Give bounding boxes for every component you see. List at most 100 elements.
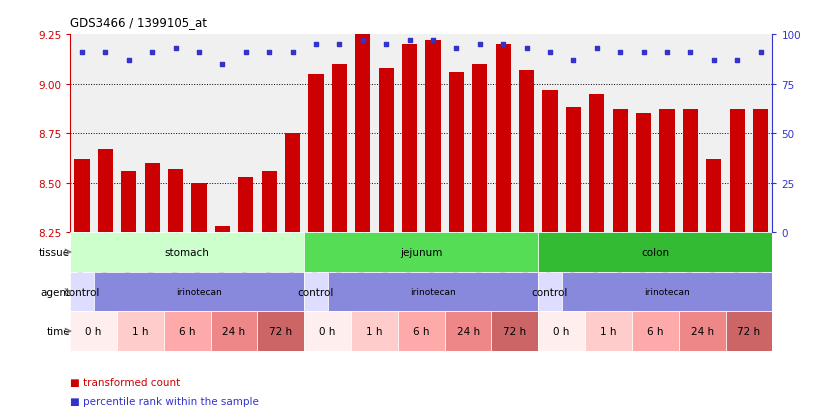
Text: irinotecan: irinotecan bbox=[644, 287, 690, 296]
Text: ■ transformed count: ■ transformed count bbox=[70, 377, 180, 387]
Text: 1 h: 1 h bbox=[132, 326, 149, 336]
Text: 72 h: 72 h bbox=[269, 326, 292, 336]
Point bbox=[590, 45, 603, 52]
Text: control: control bbox=[532, 287, 568, 297]
Text: time: time bbox=[46, 326, 70, 336]
Bar bbox=[491, 311, 539, 351]
Text: ■ percentile rank within the sample: ■ percentile rank within the sample bbox=[70, 396, 259, 406]
Bar bbox=[70, 233, 304, 272]
Point bbox=[684, 50, 697, 56]
Bar bbox=[211, 311, 258, 351]
Point bbox=[216, 62, 229, 68]
Bar bbox=[539, 311, 585, 351]
Text: 72 h: 72 h bbox=[503, 326, 526, 336]
Point bbox=[309, 42, 322, 48]
Text: GDS3466 / 1399105_at: GDS3466 / 1399105_at bbox=[70, 16, 207, 29]
Point bbox=[660, 50, 673, 56]
Point bbox=[99, 50, 112, 56]
Bar bbox=[70, 272, 93, 311]
Bar bbox=[285, 134, 300, 233]
Bar bbox=[304, 272, 328, 311]
Bar bbox=[351, 311, 398, 351]
Text: 24 h: 24 h bbox=[222, 326, 245, 336]
Bar bbox=[258, 311, 304, 351]
Bar bbox=[449, 73, 464, 233]
Point bbox=[75, 50, 88, 56]
Bar bbox=[398, 311, 444, 351]
Bar bbox=[332, 65, 347, 233]
Point bbox=[544, 50, 557, 56]
Point bbox=[263, 50, 276, 56]
Text: 1 h: 1 h bbox=[366, 326, 382, 336]
Point bbox=[192, 50, 206, 56]
Bar bbox=[539, 272, 562, 311]
Point bbox=[730, 57, 743, 64]
Bar bbox=[97, 150, 113, 233]
Text: control: control bbox=[64, 287, 100, 297]
Point bbox=[333, 42, 346, 48]
Text: 1 h: 1 h bbox=[601, 326, 617, 336]
Bar bbox=[145, 164, 159, 233]
Text: 0 h: 0 h bbox=[320, 326, 336, 336]
Bar bbox=[262, 171, 277, 233]
Bar bbox=[566, 108, 581, 233]
Bar bbox=[355, 29, 370, 233]
Bar bbox=[304, 311, 351, 351]
Bar bbox=[121, 171, 136, 233]
Bar bbox=[378, 69, 394, 233]
Text: 6 h: 6 h bbox=[413, 326, 430, 336]
Point bbox=[754, 50, 767, 56]
Text: stomach: stomach bbox=[165, 247, 210, 257]
Text: colon: colon bbox=[641, 247, 669, 257]
Text: 6 h: 6 h bbox=[647, 326, 663, 336]
Point bbox=[145, 50, 159, 56]
Bar bbox=[753, 110, 768, 233]
Text: jejunum: jejunum bbox=[400, 247, 443, 257]
Bar bbox=[117, 311, 164, 351]
Text: 24 h: 24 h bbox=[691, 326, 714, 336]
Bar bbox=[539, 233, 772, 272]
Bar bbox=[585, 311, 632, 351]
Point bbox=[637, 50, 650, 56]
Bar bbox=[425, 41, 440, 233]
Point bbox=[496, 42, 510, 48]
Bar bbox=[74, 159, 89, 233]
Point bbox=[473, 42, 487, 48]
Point bbox=[614, 50, 627, 56]
Point bbox=[356, 38, 369, 44]
Text: 0 h: 0 h bbox=[85, 326, 102, 336]
Bar bbox=[308, 75, 324, 233]
Bar bbox=[589, 94, 605, 233]
Point bbox=[426, 38, 439, 44]
Bar bbox=[613, 110, 628, 233]
Point bbox=[403, 38, 416, 44]
Point bbox=[449, 45, 463, 52]
Point bbox=[240, 50, 253, 56]
Bar bbox=[725, 311, 772, 351]
Bar bbox=[543, 90, 558, 233]
Bar bbox=[562, 272, 772, 311]
Text: irinotecan: irinotecan bbox=[410, 287, 456, 296]
Bar bbox=[93, 272, 304, 311]
Bar bbox=[215, 227, 230, 233]
Bar bbox=[472, 65, 487, 233]
Point bbox=[567, 57, 580, 64]
Bar bbox=[632, 311, 679, 351]
Bar bbox=[729, 110, 745, 233]
Text: irinotecan: irinotecan bbox=[176, 287, 222, 296]
Text: 72 h: 72 h bbox=[738, 326, 761, 336]
Bar bbox=[444, 311, 491, 351]
Text: 24 h: 24 h bbox=[457, 326, 480, 336]
Bar bbox=[192, 183, 206, 233]
Bar bbox=[328, 272, 539, 311]
Bar bbox=[238, 177, 254, 233]
Point bbox=[169, 45, 183, 52]
Point bbox=[520, 45, 534, 52]
Bar bbox=[679, 311, 725, 351]
Bar bbox=[168, 169, 183, 233]
Point bbox=[286, 50, 299, 56]
Text: tissue: tissue bbox=[39, 247, 70, 257]
Text: control: control bbox=[297, 287, 335, 297]
Bar bbox=[706, 159, 721, 233]
Bar bbox=[304, 233, 539, 272]
